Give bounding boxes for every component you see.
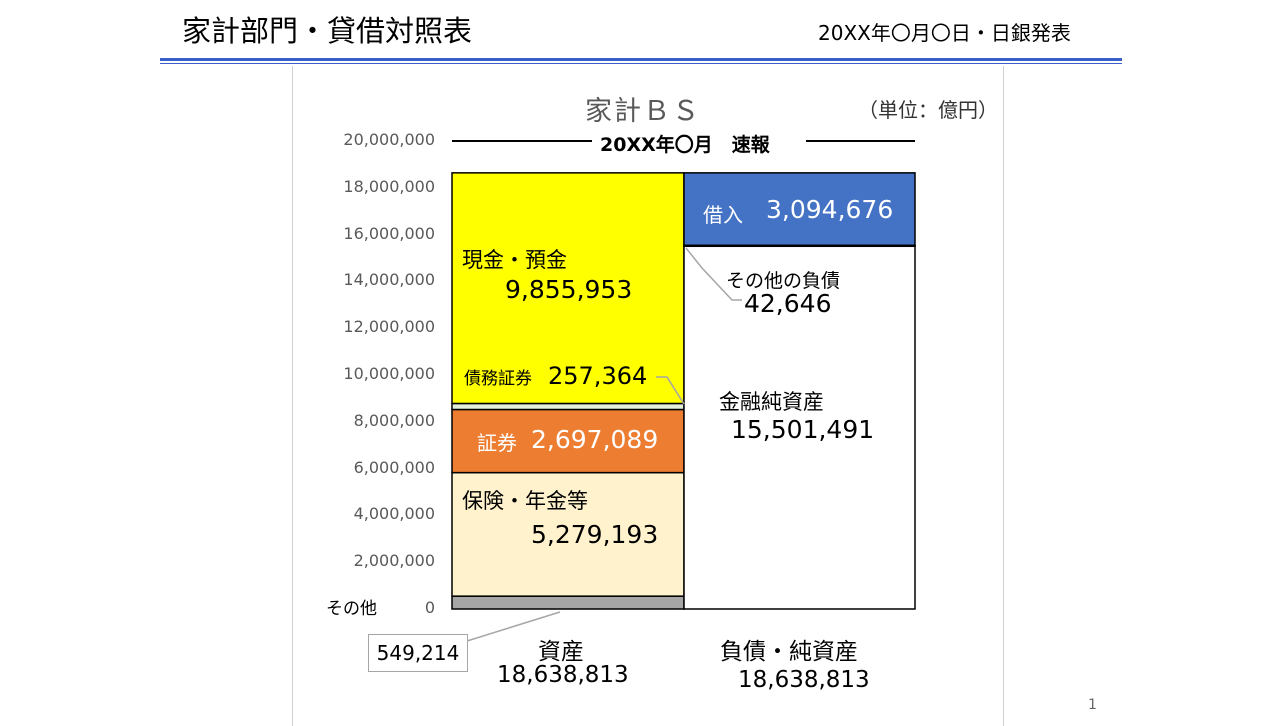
label-net-financial-assets: 金融純資産 (719, 390, 824, 414)
total-assets: 18,638,813 (497, 662, 629, 688)
liabilities-bar-segment-2 (683, 172, 916, 247)
leader-other-assets (466, 611, 561, 642)
category-assets: 資産 (538, 639, 584, 665)
label-other-assets: その他 (326, 599, 377, 619)
y-tick-label: 6,000,000 (353, 457, 435, 477)
y-tick-label: 20,000,000 (343, 130, 435, 149)
value-debt-securities: 257,364 (548, 362, 648, 390)
chart-title: 家計ＢＳ (585, 96, 701, 127)
value-other-assets: 549,214 (368, 634, 468, 672)
header-rule-thin (160, 63, 1122, 64)
label-borrowings: 借入 (703, 203, 743, 227)
assets-bar-segment-0 (451, 595, 685, 610)
total-liabilities-equity: 18,638,813 (738, 667, 870, 693)
y-tick-label: 8,000,000 (353, 410, 435, 430)
value-securities: 2,697,089 (531, 425, 659, 454)
y-tick-label: 16,000,000 (343, 223, 435, 243)
y-tick-label: 4,000,000 (353, 504, 435, 524)
leader-other-liabilities (685, 247, 742, 301)
value-borrowings: 3,094,676 (766, 195, 894, 224)
unit-label: （単位：億円） (858, 98, 998, 122)
y-tick-label: 0 (424, 598, 435, 617)
y-tick-label: 10,000,000 (343, 364, 435, 383)
assets-bar-segment-3 (451, 402, 685, 411)
release-date: 20XX年〇月〇日・日銀発表 (818, 21, 1071, 45)
label-other-liabilities: その他の負債 (726, 270, 841, 292)
header-rule-thick (160, 58, 1122, 61)
value-net-financial-assets: 15,501,491 (731, 415, 875, 444)
y-tick-label: 18,000,000 (343, 176, 435, 196)
liabilities-bar-segment-0 (683, 245, 916, 610)
y-tick-label: 12,000,000 (343, 317, 435, 337)
label-securities: 証券 (477, 431, 517, 455)
y-tick-label: 14,000,000 (343, 270, 435, 290)
value-other-liabilities: 42,646 (744, 289, 832, 318)
label-insurance-pension: 保険・年金等 (462, 489, 588, 513)
page-title: 家計部門・貸借対照表 (182, 14, 473, 48)
assets-bar-segment-1 (451, 471, 685, 597)
leader-debt-securities (656, 376, 685, 405)
y-tick-label: 2,000,000 (353, 551, 435, 571)
value-insurance-pension: 5,279,193 (531, 520, 659, 549)
assets-bar-segment-4 (451, 172, 685, 405)
category-liabilities-equity: 負債・純資産 (720, 639, 858, 665)
value-cash-deposits: 9,855,953 (505, 275, 633, 304)
slide-number: 1 (1088, 697, 1097, 713)
chart-subtitle: 20XX年〇月 速報 (600, 134, 770, 156)
label-debt-securities: 債務証券 (464, 369, 532, 389)
label-cash-deposits: 現金・預金 (462, 248, 567, 272)
chart-panel (292, 66, 1004, 726)
